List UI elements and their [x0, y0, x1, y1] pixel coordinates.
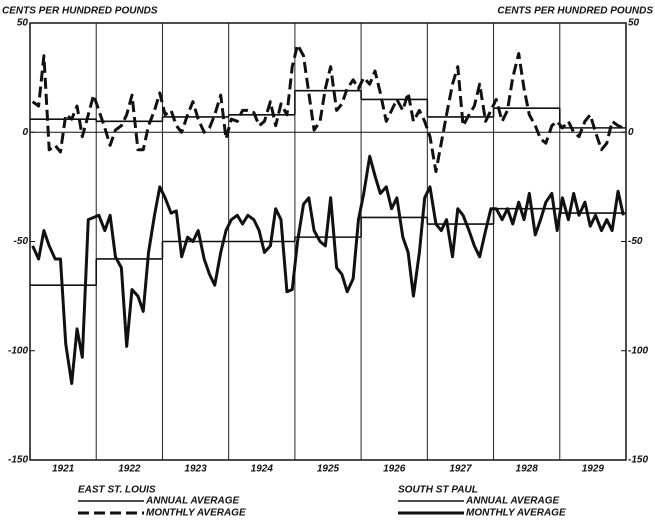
y-tick-label: 0: [22, 127, 28, 138]
x-tick-label: 1927: [449, 464, 472, 475]
y2-tick-label: -150: [628, 455, 648, 466]
monthly-average: [31, 154, 625, 386]
y-tick-label: -50: [14, 236, 29, 247]
legend-group-title: SOUTH ST PAUL: [398, 485, 478, 496]
legend-group-title: EAST ST. LOUIS: [78, 485, 156, 496]
y2-axis-label: CENTS PER HUNDRED POUNDS: [497, 6, 653, 17]
x-tick-label: 1928: [516, 464, 539, 475]
y2-tick-label: 50: [628, 18, 640, 29]
y2-tick-label: -50: [628, 236, 643, 247]
legend-label: MONTHLY AVERAGE: [146, 508, 246, 519]
x-tick-label: 1921: [52, 464, 75, 475]
y2-tick-label: -100: [628, 345, 648, 356]
monthly-average: [31, 43, 624, 174]
x-tick-label: 1922: [118, 464, 141, 475]
legend-label: ANNUAL AVERAGE: [145, 496, 239, 507]
y-tick-label: -100: [8, 345, 28, 356]
x-tick-label: 1925: [317, 464, 340, 475]
legend-label: ANNUAL AVERAGE: [465, 496, 559, 507]
x-tick-label: 1924: [251, 464, 274, 475]
x-tick-label: 1926: [383, 464, 406, 475]
plot-frame: [29, 22, 627, 461]
y2-tick-label: 0: [628, 127, 634, 138]
y-tick-label: -150: [8, 455, 28, 466]
x-tick-label: 1923: [184, 464, 207, 475]
y-axis-label: CENTS PER HUNDRED POUNDS: [2, 6, 158, 17]
y-tick-label: 50: [17, 18, 29, 29]
x-tick-label: 1929: [582, 464, 605, 475]
legend-label: MONTHLY AVERAGE: [466, 508, 566, 519]
